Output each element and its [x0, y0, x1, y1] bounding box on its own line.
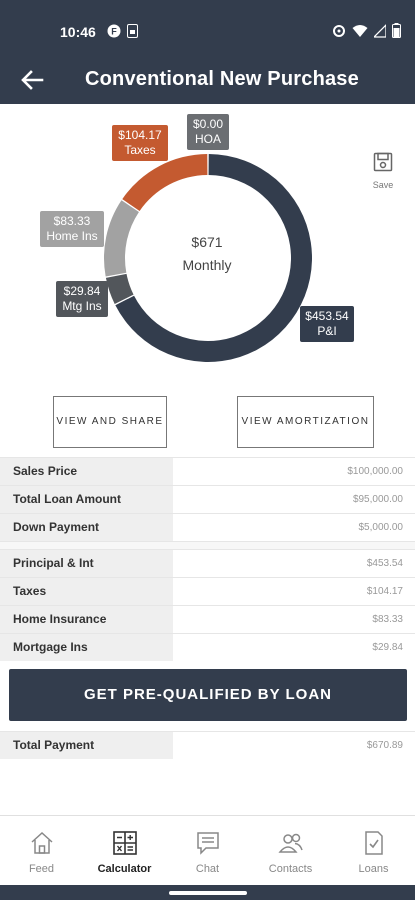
- row-value: $104.17: [366, 586, 403, 597]
- mtg-ins-tag-name: Mtg Ins: [62, 299, 102, 313]
- status-time: 10:46: [60, 24, 96, 40]
- section-divider: [0, 541, 415, 549]
- row-value: $5,000.00: [358, 522, 404, 533]
- donut-slice-home-ins: [104, 200, 139, 277]
- chat-icon: [196, 832, 219, 855]
- status-bar: 10:46 F: [0, 0, 415, 58]
- taxes-tag: $104.17 Taxes: [112, 125, 168, 161]
- calculator-icon: [112, 831, 137, 855]
- payment-breakdown-table: Principal & Int $453.54 Taxes $104.17 Ho…: [0, 549, 415, 661]
- monthly-amount: $671: [191, 234, 223, 250]
- loans-icon: [364, 831, 383, 855]
- table-row: Taxes $104.17: [0, 577, 415, 605]
- table-row: Total Loan Amount $95,000.00: [0, 485, 415, 513]
- row-label: Taxes: [0, 578, 173, 605]
- row-label: Down Payment: [0, 514, 173, 541]
- row-label: Mortgage Ins: [0, 634, 173, 661]
- nav-label: Chat: [195, 863, 220, 875]
- get-pre-qualified-button[interactable]: GET PRE-QUALIFIED BY LOAN: [9, 669, 407, 721]
- bottom-nav: Feed Calculator Chat Contacts Loans: [0, 815, 415, 885]
- table-row: Principal & Int $453.54: [0, 549, 415, 577]
- row-label: Total Loan Amount: [0, 486, 173, 513]
- table-row: Total Payment $670.89: [0, 731, 415, 759]
- save-button[interactable]: Save: [366, 152, 400, 192]
- total-table: Total Payment $670.89: [0, 731, 415, 759]
- wifi-icon: [352, 24, 368, 37]
- donut-slice-mtg-ins: [105, 273, 134, 304]
- row-value: $83.33: [372, 614, 403, 625]
- table-row: Mortgage Ins $29.84: [0, 633, 415, 661]
- mtg-ins-tag: $29.84 Mtg Ins: [56, 281, 108, 317]
- row-label: Principal & Int: [0, 550, 173, 577]
- table-row: Sales Price $100,000.00: [0, 457, 415, 485]
- home-icon: [30, 831, 53, 854]
- home-gesture-pill[interactable]: [169, 891, 247, 895]
- signal-icon: [374, 23, 386, 38]
- total-value: $670.89: [366, 740, 403, 751]
- home-ins-tag-name: Home Ins: [46, 229, 98, 243]
- view-and-share-button[interactable]: VIEW AND SHARE: [53, 396, 167, 448]
- nav-label: Loans: [358, 863, 389, 875]
- nav-item-loans[interactable]: Loans: [332, 816, 415, 885]
- row-value: $453.54: [366, 558, 403, 569]
- table-row: Down Payment $5,000.00: [0, 513, 415, 541]
- app-header: Conventional New Purchase: [0, 58, 415, 104]
- nav-item-feed[interactable]: Feed: [0, 816, 83, 885]
- donut-svg: [104, 154, 312, 362]
- mtg-ins-tag-amount: $29.84: [63, 284, 101, 298]
- hoa-tag-amount: $0.00: [192, 117, 224, 131]
- nav-item-contacts[interactable]: Contacts: [249, 816, 332, 885]
- save-label: Save: [372, 180, 394, 190]
- row-label: Home Insurance: [0, 606, 173, 633]
- nav-label: Feed: [28, 863, 55, 875]
- payment-donut-chart: $104.17 Taxes $0.00 HOA $83.33 Home Ins …: [0, 104, 415, 394]
- battery-icon: [392, 23, 401, 38]
- nav-label: Calculator: [97, 863, 152, 875]
- pi-tag-name: P&I: [317, 324, 337, 338]
- loan-details-table: Sales Price $100,000.00 Total Loan Amoun…: [0, 457, 415, 541]
- taxes-tag-name: Taxes: [124, 143, 156, 157]
- back-arrow-icon[interactable]: [18, 66, 46, 94]
- sim-notification-icon: [127, 24, 138, 38]
- hoa-tag: $0.00 HOA: [187, 114, 229, 150]
- home-ins-tag-amount: $83.33: [53, 214, 91, 228]
- row-value: $95,000.00: [352, 494, 403, 505]
- app-notification-icon: F: [107, 24, 121, 38]
- home-ins-tag: $83.33 Home Ins: [40, 211, 104, 247]
- row-value: $100,000.00: [347, 466, 403, 477]
- view-amortization-button[interactable]: VIEW AMORTIZATION: [237, 396, 374, 448]
- nav-label: Contacts: [268, 863, 313, 875]
- hoa-tag-name: HOA: [194, 132, 221, 146]
- taxes-tag-amount: $104.17: [118, 128, 162, 142]
- nav-item-chat[interactable]: Chat: [166, 816, 249, 885]
- pi-tag: $453.54 P&I: [300, 306, 354, 342]
- contacts-icon: [277, 833, 303, 853]
- row-label: Sales Price: [0, 458, 173, 485]
- nav-item-calculator[interactable]: Calculator: [83, 816, 166, 885]
- page-title: Conventional New Purchase: [85, 68, 359, 90]
- save-icon: [373, 152, 393, 172]
- monthly-label: Monthly: [182, 257, 232, 273]
- total-label: Total Payment: [0, 732, 173, 759]
- table-row: Home Insurance $83.33: [0, 605, 415, 633]
- data-saver-icon: [333, 24, 345, 37]
- row-value: $29.84: [372, 642, 403, 653]
- svg-text:F: F: [111, 27, 117, 37]
- pi-tag-amount: $453.54: [305, 309, 349, 323]
- donut-slice-taxes: [122, 154, 208, 211]
